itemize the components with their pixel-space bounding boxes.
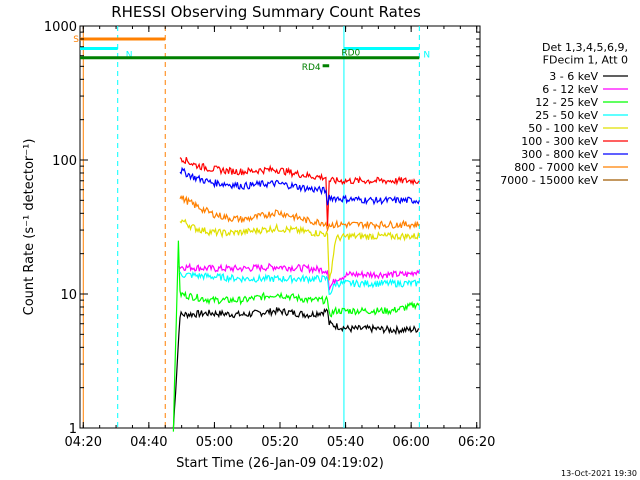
- flag-bars: S N N RD0 RD4: [73, 35, 430, 73]
- x-tick-label-4: 05:40: [327, 435, 364, 450]
- vertical-markers: [82, 26, 420, 428]
- y-tick-label-1: 10: [60, 288, 77, 303]
- flag-label-3: RD0: [341, 49, 360, 59]
- legend-header-0: Det 1,3,4,5,6,9,: [542, 41, 628, 54]
- footer-timestamp: 13-Oct-2021 19:30: [561, 469, 637, 478]
- y-axis-label: Count Rate (s⁻¹ detector⁻¹): [22, 139, 37, 316]
- legend: Det 1,3,4,5,6,9,FDecim 1, Att 0 3 - 6 keV…: [500, 41, 628, 187]
- y-tick-label-0: 1: [69, 422, 77, 437]
- legend-label-0: 3 - 6 keV: [549, 70, 598, 83]
- series-line-2: [172, 240, 420, 432]
- legend-label-5: 100 - 300 keV: [521, 135, 598, 148]
- flag-label-2: N: [423, 50, 430, 60]
- x-tick-label-6: 06:20: [458, 435, 495, 450]
- x-tick-label-5: 06:00: [392, 435, 429, 450]
- series-line-4: [179, 218, 420, 281]
- legend-label-1: 6 - 12 keV: [542, 83, 598, 96]
- series-line-1: [178, 262, 420, 291]
- series-line-5: [179, 157, 420, 227]
- series-line-6: [179, 166, 420, 206]
- legend-label-6: 300 - 800 keV: [521, 148, 598, 161]
- series-line-0: [172, 307, 420, 429]
- y-axis-ticks: 1 10 100 1000: [44, 20, 480, 437]
- flag-label-0: S: [73, 35, 79, 45]
- x-tick-label-3: 05:20: [261, 435, 298, 450]
- legend-label-8: 7000 - 15000 keV: [500, 174, 598, 187]
- legend-header-1: FDecim 1, Att 0: [543, 54, 628, 67]
- flag-label-4: RD4: [302, 63, 321, 73]
- y-tick-label-2: 100: [52, 154, 77, 169]
- x-axis-ticks: 04:20 04:40 05:00 05:20 05:40 06:00 06:20: [65, 26, 495, 450]
- y-tick-label-3: 1000: [44, 20, 77, 35]
- legend-label-7: 800 - 7000 keV: [514, 161, 598, 174]
- x-axis-label: Start Time (26-Jan-09 04:19:02): [176, 456, 384, 471]
- legend-label-2: 12 - 25 keV: [535, 96, 598, 109]
- chart-title: RHESSI Observing Summary Count Rates: [111, 3, 421, 21]
- legend-label-4: 50 - 100 keV: [528, 122, 598, 135]
- plot-area: [79, 25, 481, 429]
- series-line-3: [179, 271, 420, 296]
- series-line-7: [179, 195, 420, 233]
- legend-label-3: 25 - 50 keV: [535, 109, 598, 122]
- flag-label-1: N: [126, 50, 133, 60]
- x-tick-label-0: 04:20: [65, 435, 102, 450]
- x-tick-label-1: 04:40: [130, 435, 167, 450]
- series-lines: [172, 157, 420, 432]
- x-tick-label-2: 05:00: [196, 435, 233, 450]
